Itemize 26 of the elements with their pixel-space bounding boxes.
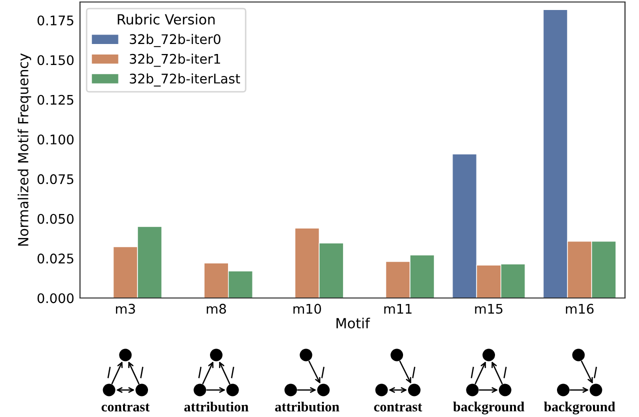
x-axis-title: Motif (336, 318, 370, 328)
x-tick-label: m16 (566, 304, 594, 314)
y-tick-label: 0.150 (38, 55, 74, 66)
text: contrast (102, 404, 150, 412)
text: background (544, 402, 616, 414)
legend-label: 32b_72b-iterLast (130, 73, 240, 87)
y-tick-label: 0.100 (38, 134, 74, 144)
legend-title: Rubric Version (118, 14, 215, 25)
text: contrast (374, 404, 422, 412)
legend-label: 32b_72b-iter1 (130, 54, 220, 67)
x-tick-label: m3 (116, 304, 135, 314)
x-tick-label: m15 (475, 304, 502, 314)
y-tick-label: 0.050 (38, 214, 74, 224)
text: attribution (184, 402, 248, 412)
y-tick-label: 0.075 (38, 174, 74, 184)
y-tick-label: 0.125 (38, 94, 74, 105)
legend-label: 32b_72b-iter0 (130, 34, 220, 48)
y-tick-label: 0.000 (38, 293, 74, 304)
text: attribution (275, 402, 340, 412)
y-tick-label: 0.175 (38, 15, 74, 26)
x-tick-label: m11 (384, 304, 412, 314)
x-tick-label: m10 (293, 304, 322, 314)
text: background (453, 402, 524, 414)
y-tick-label: 0.025 (38, 254, 74, 264)
y-axis-title: Normalized Motif Frequency (18, 53, 32, 246)
x-tick-label: m8 (206, 304, 226, 314)
